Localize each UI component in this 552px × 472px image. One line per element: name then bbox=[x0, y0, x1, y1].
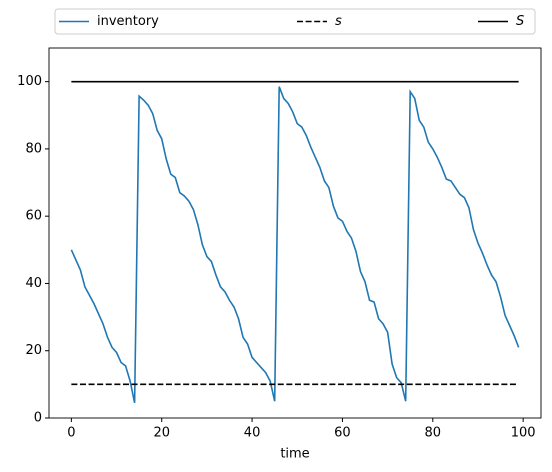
y-tick-label: 20 bbox=[25, 343, 42, 358]
legend-box bbox=[54, 8, 536, 35]
series-line bbox=[70, 86, 520, 404]
x-tick-label: 100 bbox=[511, 426, 536, 441]
y-tick-label: 40 bbox=[25, 276, 42, 291]
legend-label: S bbox=[516, 14, 524, 29]
y-tick-label: 0 bbox=[34, 411, 42, 426]
y-tick-label: 60 bbox=[25, 209, 42, 224]
plot-frame bbox=[48, 47, 542, 419]
y-tick-label: 80 bbox=[25, 141, 42, 156]
x-tick-label: 40 bbox=[244, 426, 261, 441]
x-tick-label: 20 bbox=[153, 426, 170, 441]
x-tick-label: 80 bbox=[425, 426, 442, 441]
y-tick-label: 100 bbox=[17, 74, 42, 89]
x-tick-label: 0 bbox=[67, 426, 75, 441]
legend-label: s bbox=[335, 14, 342, 29]
x-tick-label: 60 bbox=[334, 426, 351, 441]
x-axis-label: time bbox=[280, 447, 309, 462]
legend-label: inventory bbox=[97, 14, 159, 29]
